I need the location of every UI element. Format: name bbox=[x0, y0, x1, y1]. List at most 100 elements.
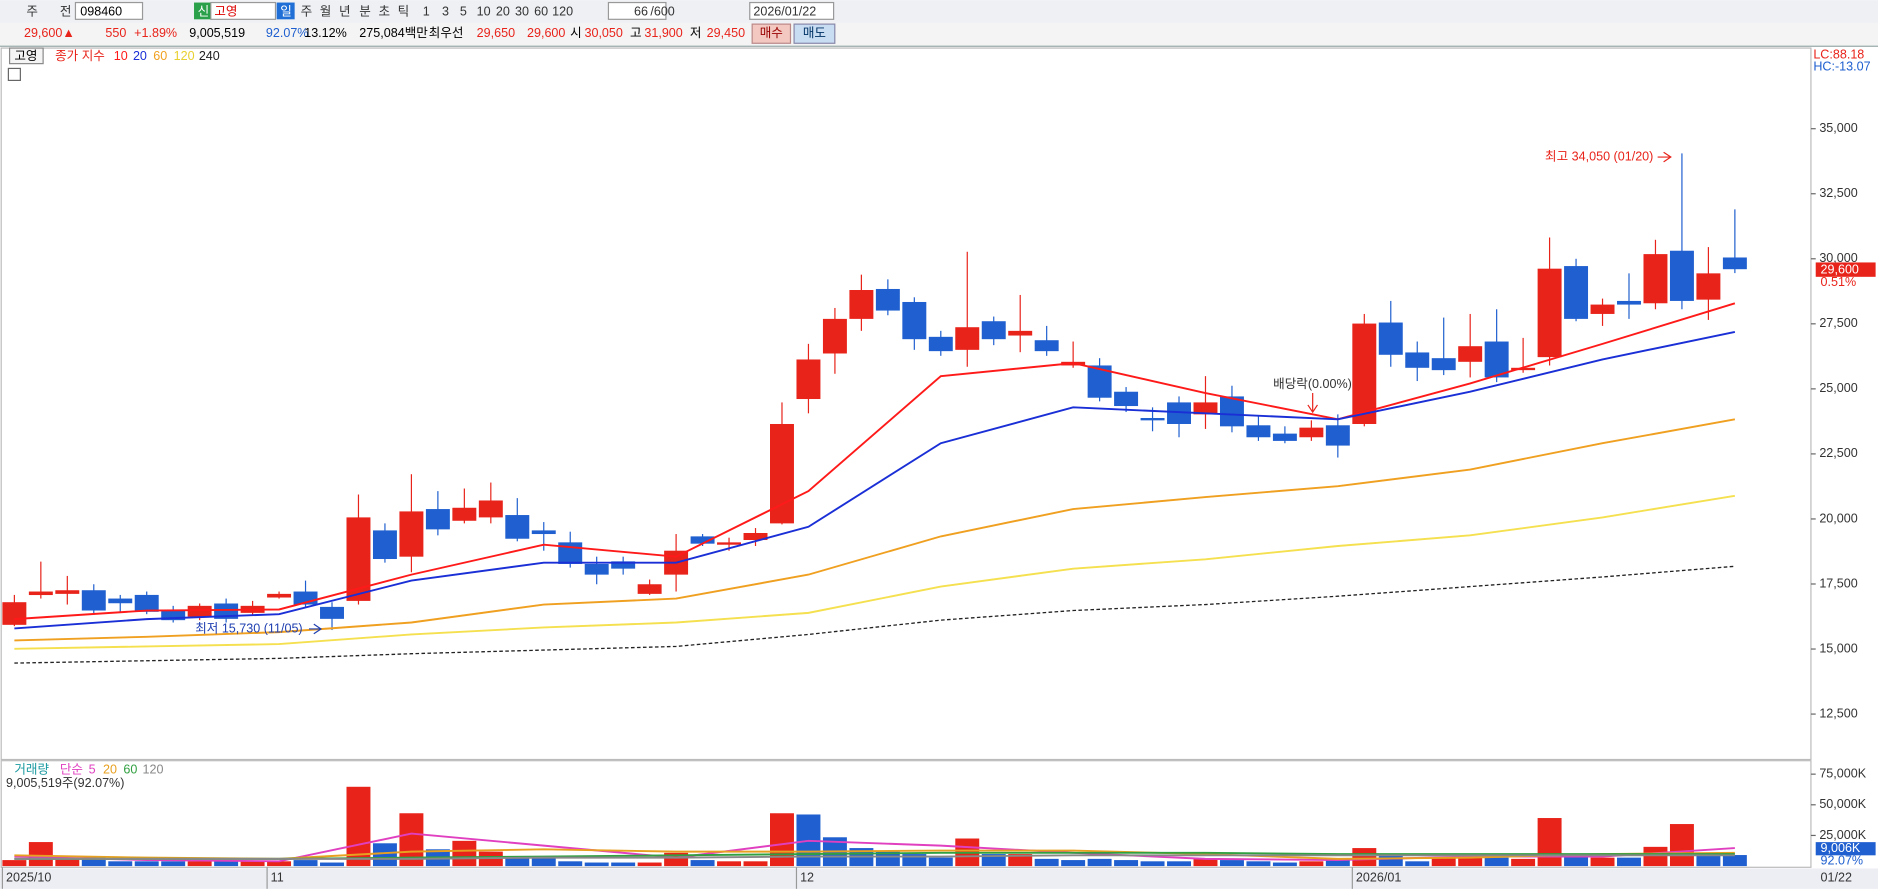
lc-label: LC:88.18 bbox=[1813, 48, 1864, 62]
volume-bar bbox=[1167, 861, 1191, 867]
volume-bar bbox=[690, 860, 715, 867]
y-tick-label: 25,000 bbox=[1819, 381, 1857, 395]
change-label: 0.51% bbox=[1821, 275, 1857, 289]
toolbar-item: 098460 bbox=[80, 4, 122, 18]
candle-body bbox=[1696, 273, 1721, 300]
quote-item: 고 bbox=[630, 26, 642, 40]
volume-bar bbox=[161, 861, 186, 867]
ma-line bbox=[14, 854, 1735, 860]
y-tick-label: 32,500 bbox=[1819, 186, 1857, 200]
ma-line bbox=[14, 494, 1736, 650]
arrow bbox=[1307, 392, 1318, 414]
quote-item: 275,084백만 bbox=[359, 26, 428, 40]
candle-body bbox=[1299, 427, 1324, 438]
candle-body bbox=[161, 610, 186, 621]
volume-info: 9,005,519주(92.07%) bbox=[6, 776, 124, 790]
ma-line bbox=[14, 848, 1735, 860]
toolbar-item: 초 bbox=[378, 4, 390, 18]
volume-bar bbox=[928, 857, 953, 867]
sell-label[interactable]: 매도 bbox=[803, 26, 826, 40]
toolbar-item: 신 bbox=[198, 4, 210, 18]
quote-item: 13.12% bbox=[304, 26, 347, 40]
name-box[interactable] bbox=[210, 1, 277, 20]
candle-body bbox=[346, 517, 371, 601]
candle-body bbox=[1167, 402, 1191, 424]
toolbar-item: 5 bbox=[460, 4, 467, 18]
quote-item: 31,900 bbox=[644, 26, 682, 40]
toolbar-item: 주 bbox=[301, 4, 313, 18]
candle-body bbox=[770, 423, 794, 524]
quote-item: 9,005,519 bbox=[189, 26, 245, 40]
candle-body bbox=[1722, 257, 1747, 270]
candle-body bbox=[187, 605, 212, 617]
y-tick-label: 27,500 bbox=[1819, 316, 1857, 330]
volume-bar bbox=[2, 860, 27, 867]
buy-button[interactable] bbox=[751, 23, 792, 44]
volume-bar bbox=[717, 861, 742, 867]
volume-bar bbox=[1484, 857, 1509, 867]
candle-body bbox=[1617, 300, 1641, 305]
volume-bar bbox=[1511, 858, 1536, 867]
candle-body bbox=[1087, 365, 1112, 398]
price-tag-label: 29,600 bbox=[1821, 263, 1859, 277]
y-tick-label: 50,000K bbox=[1819, 797, 1866, 811]
volume-panel bbox=[0, 760, 1812, 868]
volume-bar bbox=[1061, 860, 1086, 867]
candle-body bbox=[1219, 396, 1244, 427]
candle-body bbox=[1114, 391, 1139, 407]
candle-body bbox=[478, 500, 503, 518]
volume-bar bbox=[1696, 854, 1721, 867]
candle-body bbox=[134, 594, 159, 612]
toolbar-item: 1 bbox=[423, 4, 430, 18]
legend-entry: 20 bbox=[103, 763, 117, 777]
grid-icon[interactable] bbox=[7, 67, 21, 81]
volume-bar bbox=[214, 861, 239, 867]
volume-bar bbox=[267, 861, 292, 867]
volume-bar bbox=[1722, 855, 1747, 867]
volume-bar bbox=[1219, 860, 1244, 867]
high-note: 최고 34,050 (01/20) bbox=[1545, 149, 1653, 163]
toolbar-item: 전 bbox=[60, 4, 72, 18]
volume-bar bbox=[320, 862, 344, 867]
toolbar-item: 틱 bbox=[398, 4, 410, 18]
date-box[interactable] bbox=[749, 1, 835, 20]
ma-line bbox=[14, 302, 1736, 621]
candle-body bbox=[1034, 340, 1059, 352]
ticker-name: 고영 bbox=[14, 49, 37, 63]
ma-label: 단순 bbox=[60, 763, 83, 777]
quote-item: 최우선 bbox=[429, 26, 464, 40]
code-box[interactable] bbox=[74, 1, 144, 20]
candle-body bbox=[1511, 367, 1536, 371]
candle-body bbox=[1325, 425, 1350, 446]
y-tick-label: 12,500 bbox=[1819, 706, 1857, 720]
toolbar-item: 66 bbox=[634, 4, 648, 18]
volume-bar bbox=[1114, 860, 1139, 867]
quote-item: 저 bbox=[690, 26, 702, 40]
toolbar-item: 20 bbox=[496, 4, 510, 18]
volume-bar bbox=[1193, 858, 1218, 867]
x-tick-label: 2026/01 bbox=[1356, 870, 1401, 884]
legend-entry: 60 bbox=[153, 49, 167, 63]
quote-item: 시 bbox=[570, 26, 582, 40]
buy-label[interactable]: 매수 bbox=[760, 26, 783, 40]
quote-item: 29,600▲ bbox=[24, 26, 75, 40]
y-tick-label: 17,500 bbox=[1819, 576, 1857, 590]
candle-body bbox=[849, 290, 874, 319]
candle-body bbox=[981, 321, 1006, 340]
last-date: 01/22 bbox=[1821, 870, 1852, 884]
period-selected[interactable] bbox=[276, 2, 295, 20]
candle-body bbox=[28, 591, 53, 596]
volume-bar bbox=[293, 860, 318, 867]
volume-bar bbox=[875, 851, 900, 867]
volume-bar bbox=[1034, 858, 1059, 867]
sell-button[interactable] bbox=[793, 23, 836, 44]
legend-entry: 120 bbox=[143, 763, 164, 777]
volume-bar bbox=[1643, 846, 1668, 867]
legend-entry: 120 bbox=[174, 49, 195, 63]
candle-body bbox=[108, 598, 133, 604]
y-tick-label: 25,000K bbox=[1819, 828, 1866, 842]
toolbar-item: 고영 bbox=[214, 4, 237, 18]
legend-entry: 10 bbox=[114, 49, 128, 63]
count-box[interactable] bbox=[607, 1, 667, 20]
ticker-box bbox=[8, 47, 44, 65]
